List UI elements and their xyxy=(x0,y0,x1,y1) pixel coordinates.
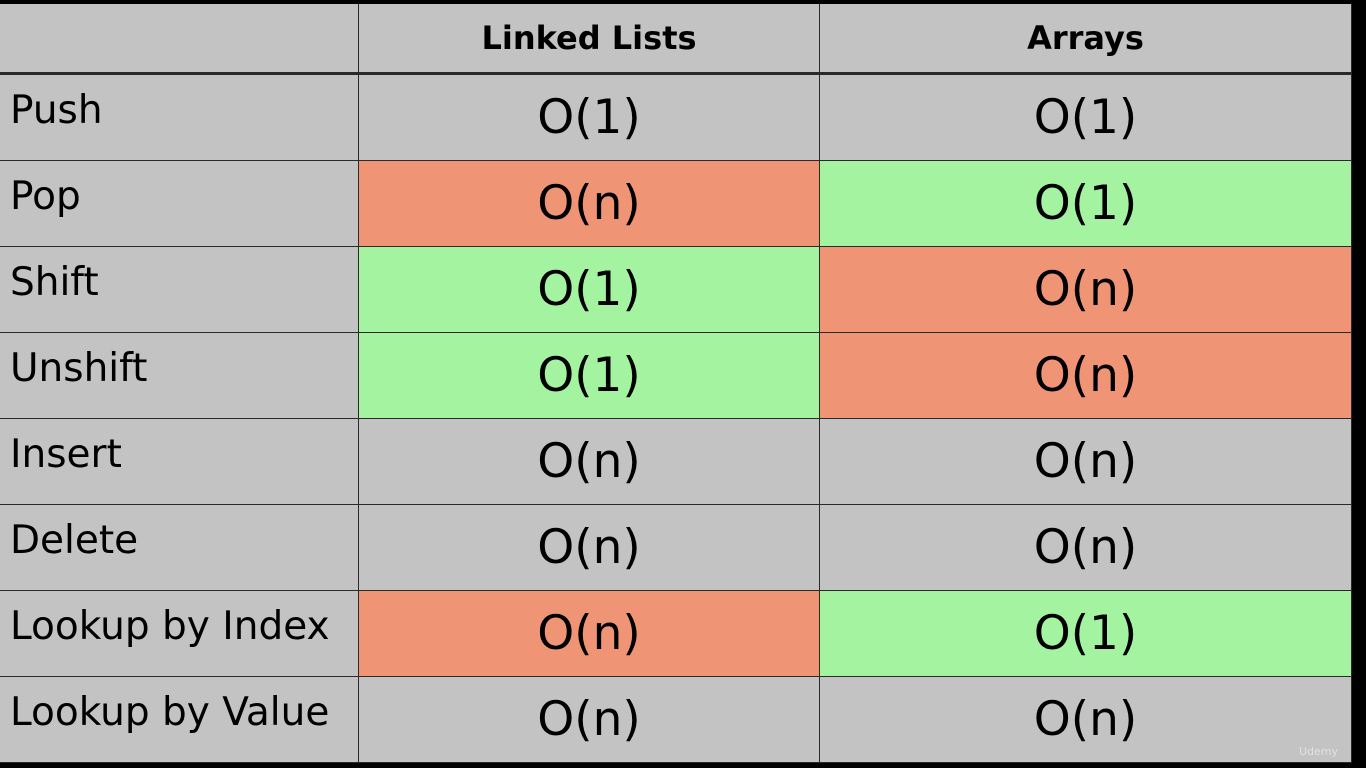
array-complexity: O(1) xyxy=(820,75,1352,161)
operation-label: Push xyxy=(0,75,359,161)
array-complexity: O(n) xyxy=(820,247,1352,333)
operation-label: Lookup by Value xyxy=(0,677,359,763)
operation-label: Insert xyxy=(0,419,359,505)
operation-label: Lookup by Index xyxy=(0,591,359,677)
linked-list-complexity: O(1) xyxy=(359,333,820,419)
udemy-watermark: Udemy xyxy=(1298,745,1338,758)
linked-list-complexity: O(n) xyxy=(359,161,820,247)
header-arrays: Arrays xyxy=(820,4,1352,75)
operation-label: Shift xyxy=(0,247,359,333)
linked-list-complexity: O(n) xyxy=(359,419,820,505)
array-complexity: O(1) xyxy=(820,591,1352,677)
array-complexity: O(n) xyxy=(820,505,1352,591)
operation-label: Pop xyxy=(0,161,359,247)
operation-label: Delete xyxy=(0,505,359,591)
array-complexity: O(n) xyxy=(820,677,1352,763)
linked-list-complexity: O(n) xyxy=(359,591,820,677)
linked-list-complexity: O(n) xyxy=(359,505,820,591)
array-complexity: O(n) xyxy=(820,419,1352,505)
comparison-table: Linked Lists Arrays Push O(1) O(1) Pop O(n) O(1… xyxy=(0,4,1352,763)
array-complexity: O(n) xyxy=(820,333,1352,419)
array-complexity: O(1) xyxy=(820,161,1352,247)
linked-list-complexity: O(1) xyxy=(359,75,820,161)
operation-label: Unshift xyxy=(0,333,359,419)
header-corner xyxy=(0,4,359,75)
linked-list-complexity: O(1) xyxy=(359,247,820,333)
linked-list-complexity: O(n) xyxy=(359,677,820,763)
header-linked-lists: Linked Lists xyxy=(359,4,820,75)
